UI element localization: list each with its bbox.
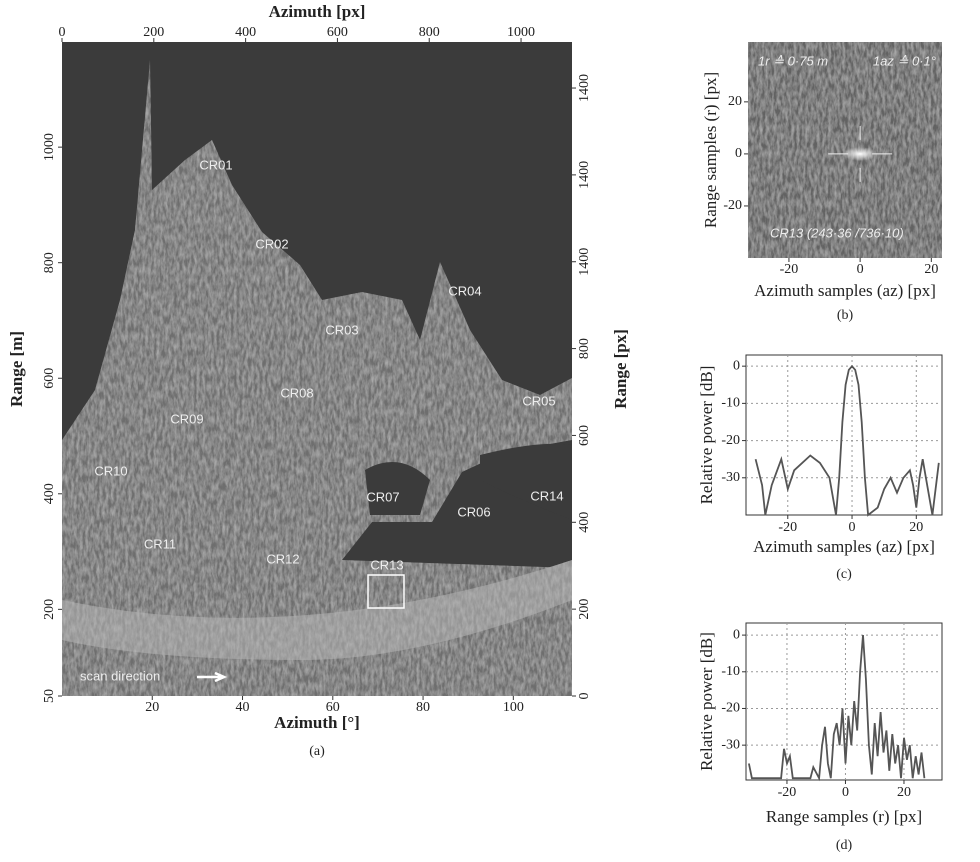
y-axis-label: Relative power [dB] — [697, 366, 716, 505]
response-curve — [754, 364, 940, 517]
y-tick-label: -10 — [721, 664, 740, 679]
x2-tick-label: 1000 — [507, 25, 535, 40]
reflector-label: CR13 — [370, 557, 403, 572]
reflector-label: CR04 — [448, 283, 481, 298]
patch-annotation: 1az ≙ 0·1° — [873, 53, 936, 68]
y-tick-label: -10 — [721, 396, 740, 411]
y-tick-label: 0 — [733, 358, 740, 373]
x-tick-label: -20 — [778, 520, 797, 535]
y-tick-label: -20 — [721, 701, 740, 716]
y2-tick-label: 0 — [577, 693, 592, 700]
scan-direction: scan direction — [80, 668, 160, 683]
y2-tick-label: 400 — [577, 512, 592, 533]
y2-tick-label: 1400 — [577, 161, 592, 189]
y2-axis-label: Range [px] — [611, 329, 630, 409]
sar-patch — [748, 42, 942, 258]
panel-caption: (a) — [309, 744, 325, 759]
plot-area — [745, 622, 943, 781]
reflector-label: CR06 — [457, 504, 490, 519]
x-axis-label: Range samples (r) [px] — [766, 807, 922, 826]
cr13-box — [367, 574, 405, 609]
x-tick-label: 20 — [897, 785, 911, 800]
plot-area — [745, 354, 943, 516]
panel: 1r ≙ 0·75 m 1az ≙ 0·1° CR13 (243·36 /736·1… — [701, 42, 942, 323]
x2-tick-label: 600 — [327, 25, 348, 40]
y-tick-label: 1000 — [42, 133, 57, 161]
x-tick-label: -20 — [780, 262, 799, 277]
reflector-label: CR02 — [255, 236, 288, 251]
x-tick-label: 20 — [909, 520, 923, 535]
y-tick-label: -20 — [723, 198, 742, 213]
reflector-label: CR07 — [366, 489, 399, 504]
sar-dark-patch — [365, 443, 572, 520]
y-tick-label: -30 — [721, 470, 740, 485]
x-tick-label: 100 — [503, 700, 524, 715]
y-tick-label: -20 — [721, 433, 740, 448]
reflector-label: CR12 — [266, 551, 299, 566]
reflector-label: CR03 — [325, 322, 358, 337]
x-tick-label: 80 — [416, 700, 430, 715]
reflector-label: CR01 — [199, 157, 232, 172]
x2-axis-label: Azimuth [px] — [269, 2, 366, 21]
panel: CR01 CR02 CR03 CR04 CR05 CR06 CR07 CR08 CR09 CR10… — [7, 2, 630, 759]
y-tick-label: 20 — [728, 94, 742, 109]
target-blob — [842, 146, 879, 161]
reflector-label: CR14 — [530, 488, 563, 503]
y-tick-label: 800 — [42, 252, 57, 273]
panel-caption: (c) — [836, 567, 852, 582]
y-tick-label: 200 — [42, 599, 57, 620]
reflector-label: CR11 — [144, 536, 176, 551]
panel-caption: (d) — [836, 838, 853, 853]
x-tick-label: 20 — [924, 262, 938, 277]
y-tick-label: -30 — [721, 737, 740, 752]
x2-tick-label: 200 — [143, 25, 164, 40]
reflector-label: CR08 — [280, 385, 313, 400]
x-tick-label: 60 — [326, 700, 340, 715]
y-tick-label: 600 — [42, 368, 57, 389]
panel: -20 0 20 0 -10 -20 -30 Range samples (r) [px] Re… — [697, 622, 943, 853]
patch-annotation: 1r ≙ 0·75 m — [758, 53, 828, 68]
x-tick-label: 0 — [849, 520, 856, 535]
x2-tick-label: 800 — [419, 25, 440, 40]
response-curve — [748, 635, 926, 782]
x-axis-label: Azimuth samples (az) [px] — [753, 537, 935, 556]
crosshair — [828, 125, 893, 182]
y-tick-label: 0 — [733, 627, 740, 642]
sar-terrain — [62, 60, 572, 696]
reflector-label: CR05 — [522, 393, 555, 408]
y2-tick-label: 1400 — [577, 248, 592, 276]
x-axis-label: Azimuth samples (az) [px] — [754, 281, 936, 300]
x-tick-label: 0 — [842, 785, 849, 800]
panel: -20 0 20 0 -10 -20 -30 Azimuth samples (az) [px… — [697, 354, 943, 582]
x-tick-label: 40 — [236, 700, 250, 715]
patch-annotation: CR13 (243·36 /736·10) — [770, 225, 904, 240]
x2-tick-label: 400 — [235, 25, 256, 40]
scan-arrow — [197, 671, 228, 683]
x2-tick-label: 0 — [59, 25, 66, 40]
x-tick-label: -20 — [778, 785, 797, 800]
panel-caption: (b) — [837, 308, 854, 323]
y-tick-label: 0 — [735, 146, 742, 161]
reflector-label: CR09 — [170, 411, 203, 426]
y-axis-label: Range [m] — [7, 331, 26, 407]
x-tick-label: 20 — [145, 700, 159, 715]
y2-tick-label: 600 — [577, 425, 592, 446]
y-tick-label: 50 — [42, 689, 57, 703]
sar-near-range — [62, 560, 572, 660]
y2-tick-label: 1400 — [577, 74, 592, 102]
x-tick-label: 0 — [857, 262, 864, 277]
y-axis-label: Range samples (r) [px] — [701, 72, 720, 228]
y-axis-label: Relative power [dB] — [697, 632, 716, 771]
y2-tick-label: 200 — [577, 599, 592, 620]
y2-tick-label: 800 — [577, 338, 592, 359]
x-axis-label: Azimuth [°] — [274, 713, 360, 732]
y-tick-label: 400 — [42, 483, 57, 504]
reflector-label: CR10 — [94, 463, 127, 478]
